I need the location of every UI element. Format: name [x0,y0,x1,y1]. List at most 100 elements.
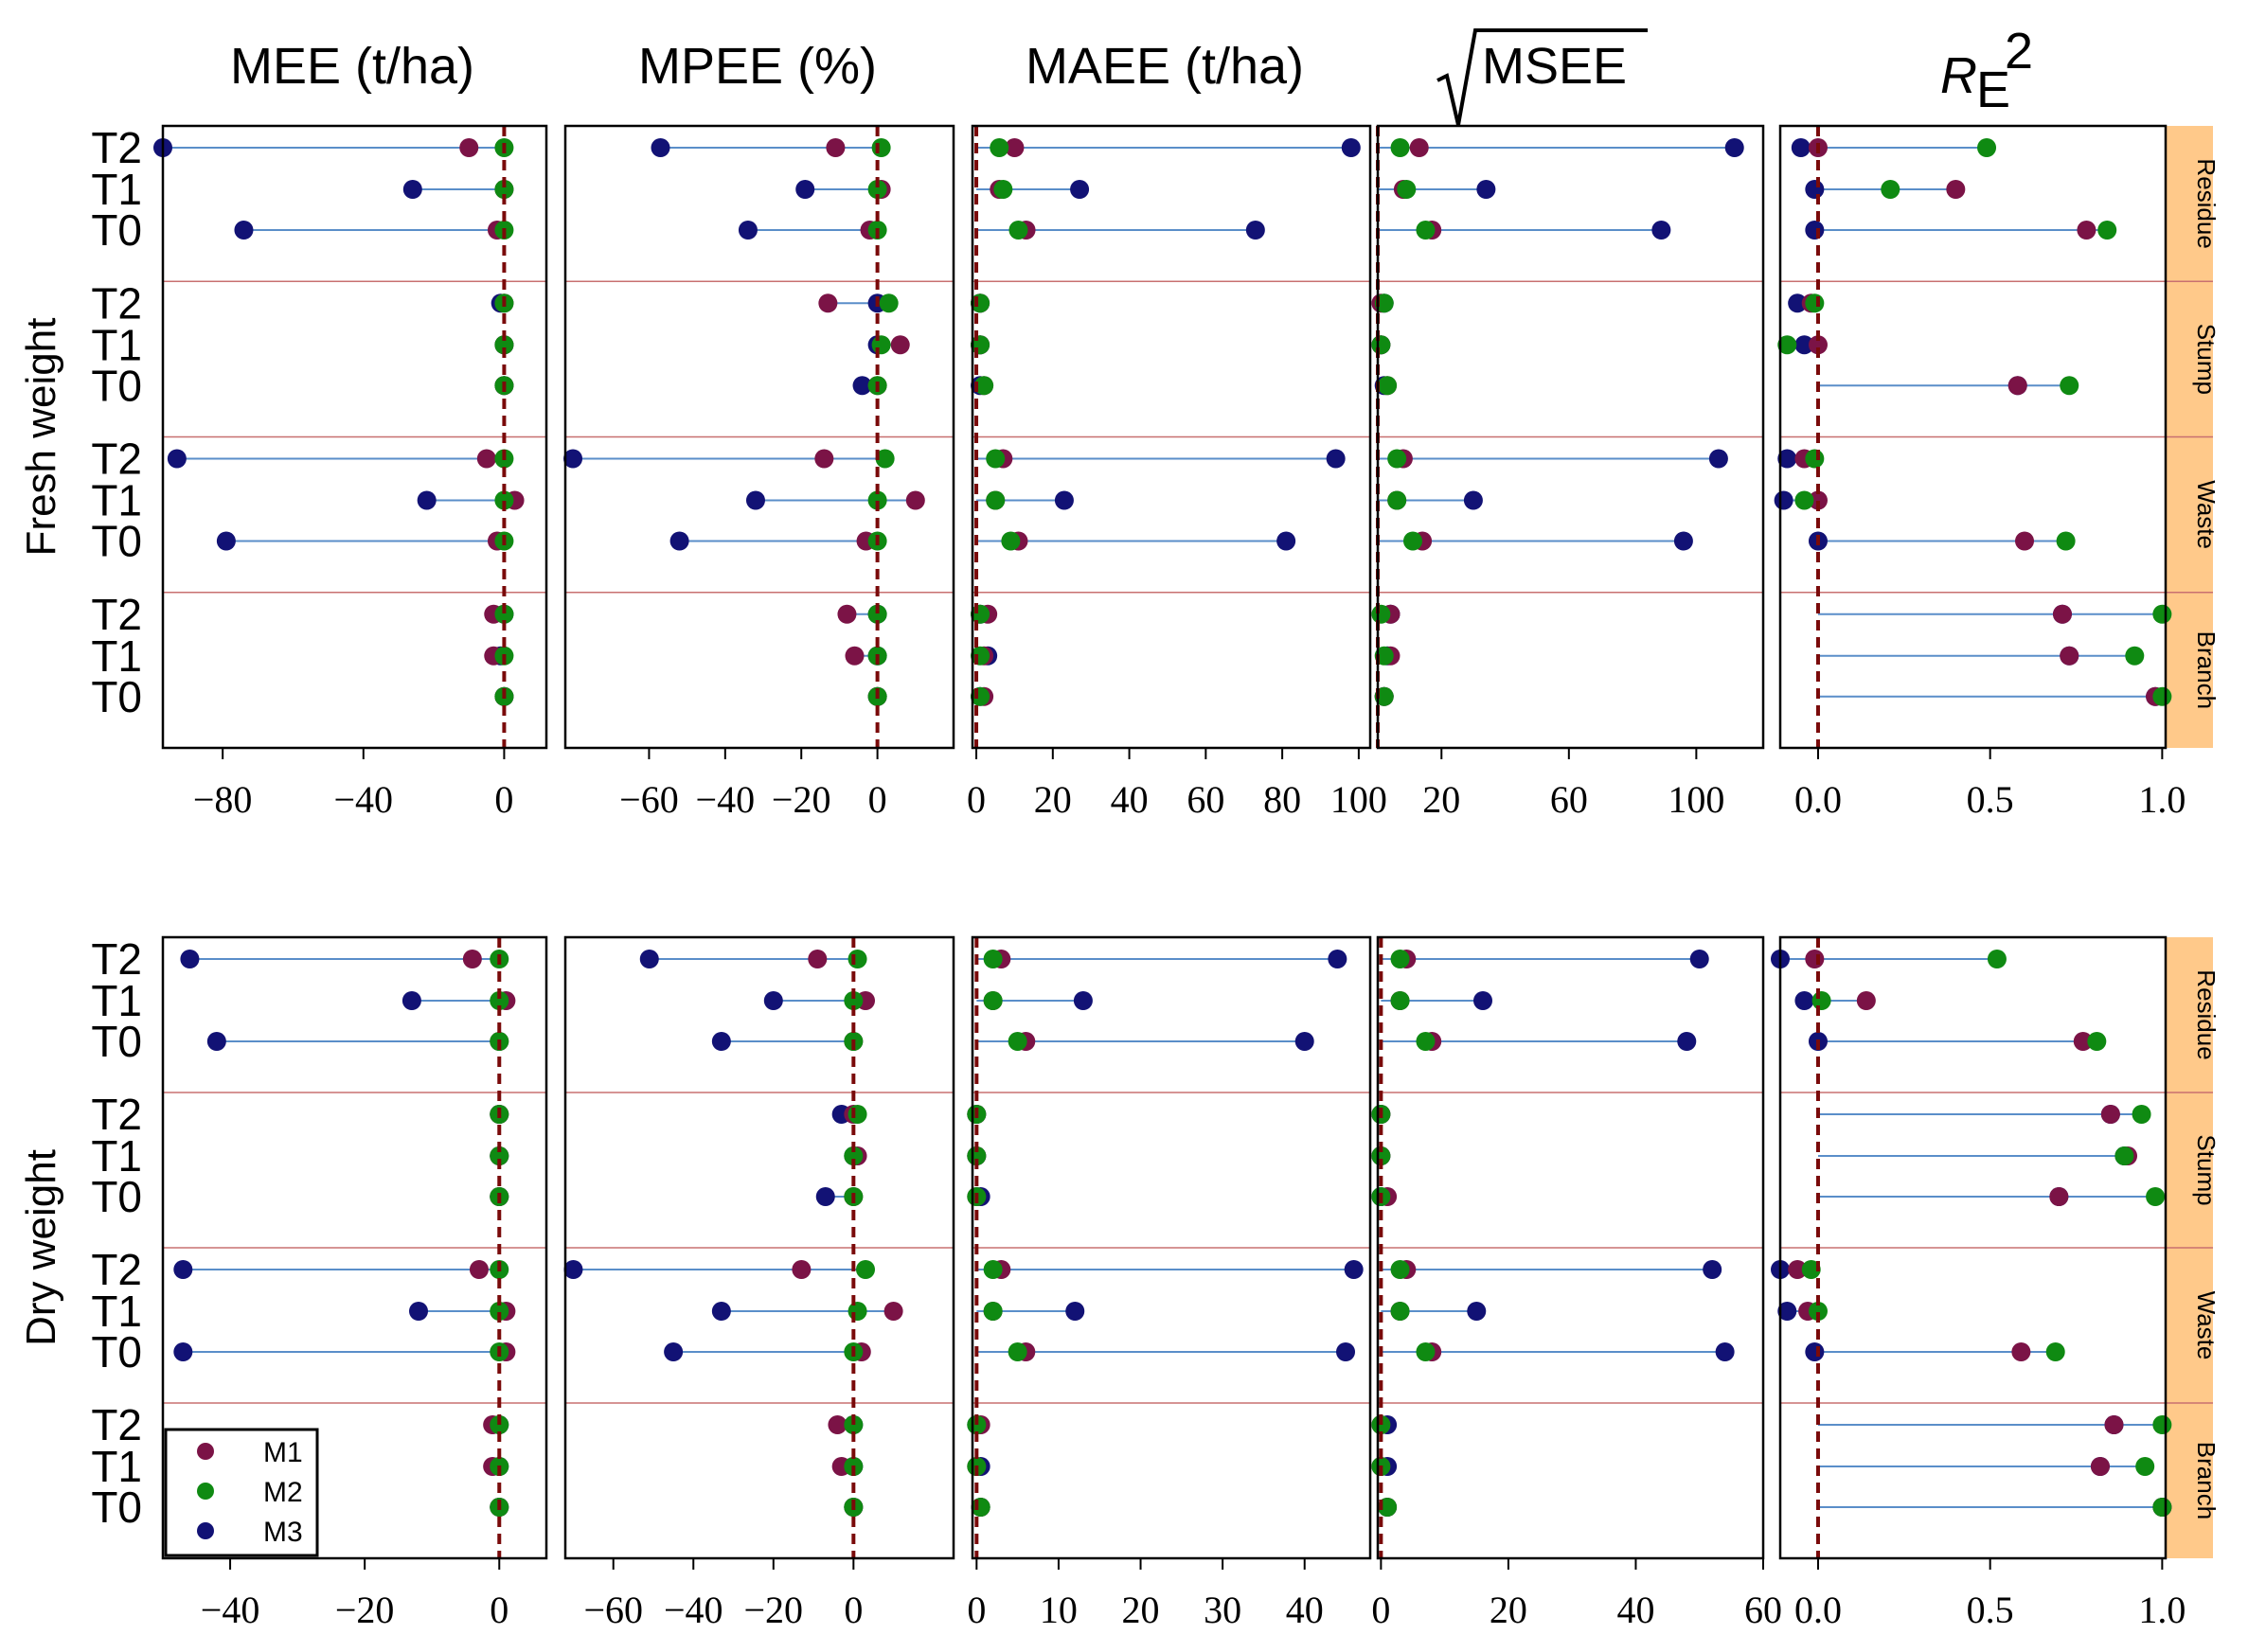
point-m3 [1677,1032,1697,1051]
x-tick-label: −60 [583,1589,643,1631]
facet-label: Residue [2192,158,2221,248]
point-m3 [1791,138,1811,157]
block-fresh-weight: Fresh weightT2T1T0T2T1T0T2T1T0T2T1T0Resi… [18,123,2221,821]
point-m2 [490,1302,509,1321]
point-m1 [883,1302,903,1321]
point-m2 [867,180,887,199]
row-label: T0 [91,361,142,410]
point-m2 [1397,180,1417,199]
point-m1 [1808,335,1828,355]
point-m2 [1390,138,1410,157]
x-tick-label: −40 [696,778,756,821]
row-label: T2 [91,435,142,484]
point-m2 [1008,221,1028,240]
panel-frame [1778,124,2168,750]
block-label: Fresh weight [18,318,64,557]
x-tick-label: −40 [201,1589,260,1631]
x-tick-label: 0 [868,778,887,821]
point-m3 [815,1187,835,1206]
metric-title-text: R [1940,47,1977,104]
point-m3 [1673,531,1693,551]
point-m1 [845,646,865,666]
point-m2 [867,604,887,624]
point-m2 [1805,293,1825,313]
point-m3 [1788,293,1808,313]
point-m2 [1808,1302,1828,1321]
point-m2 [2146,1187,2166,1206]
point-m2 [986,449,1006,469]
panel-1-2: −60 −40 −20 0 [563,124,955,821]
point-m3 [1341,138,1361,157]
x-tick-label: 1.0 [2138,778,2186,821]
row-label: T0 [91,1172,142,1221]
x-tick-label: 1.0 [2138,1589,2186,1631]
facet-strip [2166,436,2213,593]
point-m1 [1409,138,1429,157]
metric-title-text: MEE (t/ha) [230,38,474,95]
point-m1 [1005,138,1025,157]
x-tick-label: 0 [844,1589,863,1631]
x-tick-label: 40 [1111,778,1149,821]
point-m1 [2052,604,2072,624]
point-m1 [808,950,828,968]
point-m1 [826,138,846,157]
panel-1-4: 20 60 100 [1371,124,1765,821]
point-m2 [1371,335,1391,355]
x-tick-label: 60 [1187,778,1224,821]
row-label: T2 [91,278,142,328]
point-m1 [890,335,910,355]
row-label: T1 [91,976,142,1025]
legend-label: M3 [263,1517,303,1548]
point-m2 [1390,991,1410,1010]
point-m3 [1467,1302,1487,1321]
point-m2 [871,138,891,157]
point-m2 [983,1302,1003,1321]
point-m2 [2045,1342,2065,1361]
point-m3 [669,531,689,551]
point-m2 [871,335,891,355]
metric-title-4: MSEE [1436,28,1648,126]
point-m1 [837,604,857,624]
point-m2 [1987,950,2007,968]
point-m3 [745,490,765,510]
point-m3 [563,449,583,469]
point-m3 [402,180,422,199]
x-tick-label: 40 [1616,1589,1654,1631]
point-m3 [417,490,437,510]
facet-strip [2166,1248,2213,1403]
point-m3 [1463,490,1483,510]
panel-1-5: 0.0 0.5 1.0 [1774,124,2213,821]
point-m3 [1794,335,1814,355]
point-m1 [905,490,925,510]
point-m3 [1073,991,1093,1010]
x-tick-label: −40 [334,778,394,821]
point-m3 [1777,449,1797,469]
row-label: T1 [91,320,142,369]
x-tick-label: −20 [744,1589,804,1631]
row-label: T0 [91,1017,142,1066]
point-m2 [494,180,514,199]
point-m1 [2007,376,2027,396]
point-m2 [1390,950,1410,968]
point-m3 [1651,221,1671,240]
x-tick-label: 30 [1204,1589,1241,1631]
point-m1 [1805,950,1825,968]
point-m2 [844,991,864,1010]
legend-box [164,1428,319,1557]
panel-frame [563,124,955,750]
x-tick-label: −80 [193,778,253,821]
point-m2 [974,376,994,396]
point-m2 [990,138,1009,157]
point-m2 [494,604,514,624]
facet-strip [2166,281,2213,437]
panel-2-1: −40 −20 0 [161,935,548,1631]
panel-1-3: 0 20 40 60 80 100 [967,124,1387,821]
facet-label: Branch [2192,631,2221,709]
facet-label: Waste [2192,1291,2221,1360]
metric-title-superscript: 2 [2005,23,2033,80]
point-m1 [828,1415,848,1434]
point-m2 [1416,1032,1436,1051]
point-m3 [1708,449,1728,469]
point-m2 [986,490,1006,510]
